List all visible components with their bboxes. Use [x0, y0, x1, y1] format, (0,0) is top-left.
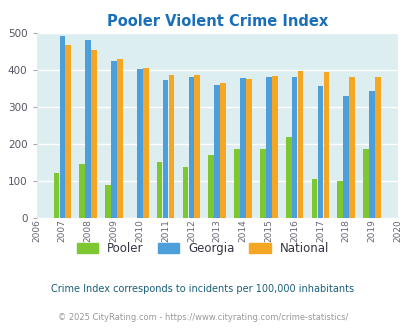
Bar — [111, 61, 117, 218]
Bar — [311, 179, 317, 218]
Legend: Pooler, Georgia, National: Pooler, Georgia, National — [72, 237, 333, 260]
Bar — [182, 167, 188, 218]
Text: © 2025 CityRating.com - https://www.cityrating.com/crime-statistics/: © 2025 CityRating.com - https://www.city… — [58, 313, 347, 322]
Bar — [285, 137, 291, 218]
Bar — [297, 71, 303, 218]
Bar — [317, 86, 322, 218]
Bar — [323, 72, 328, 218]
Bar — [79, 164, 85, 218]
Bar — [374, 77, 380, 218]
Bar — [136, 69, 142, 218]
Bar — [343, 96, 348, 218]
Title: Pooler Violent Crime Index: Pooler Violent Crime Index — [107, 14, 327, 29]
Bar — [194, 75, 200, 218]
Bar — [362, 149, 368, 218]
Bar — [260, 149, 265, 218]
Bar — [65, 45, 71, 218]
Bar — [208, 155, 213, 218]
Bar — [214, 85, 220, 218]
Bar — [348, 77, 354, 218]
Bar — [162, 80, 168, 218]
Bar — [220, 83, 226, 218]
Bar — [240, 79, 245, 218]
Bar — [265, 77, 271, 218]
Bar — [245, 79, 251, 218]
Bar — [368, 91, 374, 218]
Bar — [156, 162, 162, 218]
Bar — [105, 185, 111, 218]
Bar — [337, 181, 342, 218]
Bar — [168, 75, 174, 218]
Bar — [234, 149, 239, 218]
Bar — [143, 68, 148, 218]
Bar — [117, 58, 122, 218]
Bar — [60, 36, 65, 218]
Bar — [271, 76, 277, 218]
Bar — [188, 77, 194, 218]
Text: Crime Index corresponds to incidents per 100,000 inhabitants: Crime Index corresponds to incidents per… — [51, 284, 354, 294]
Bar — [291, 77, 297, 218]
Bar — [91, 50, 97, 218]
Bar — [85, 40, 91, 218]
Bar — [53, 174, 59, 218]
